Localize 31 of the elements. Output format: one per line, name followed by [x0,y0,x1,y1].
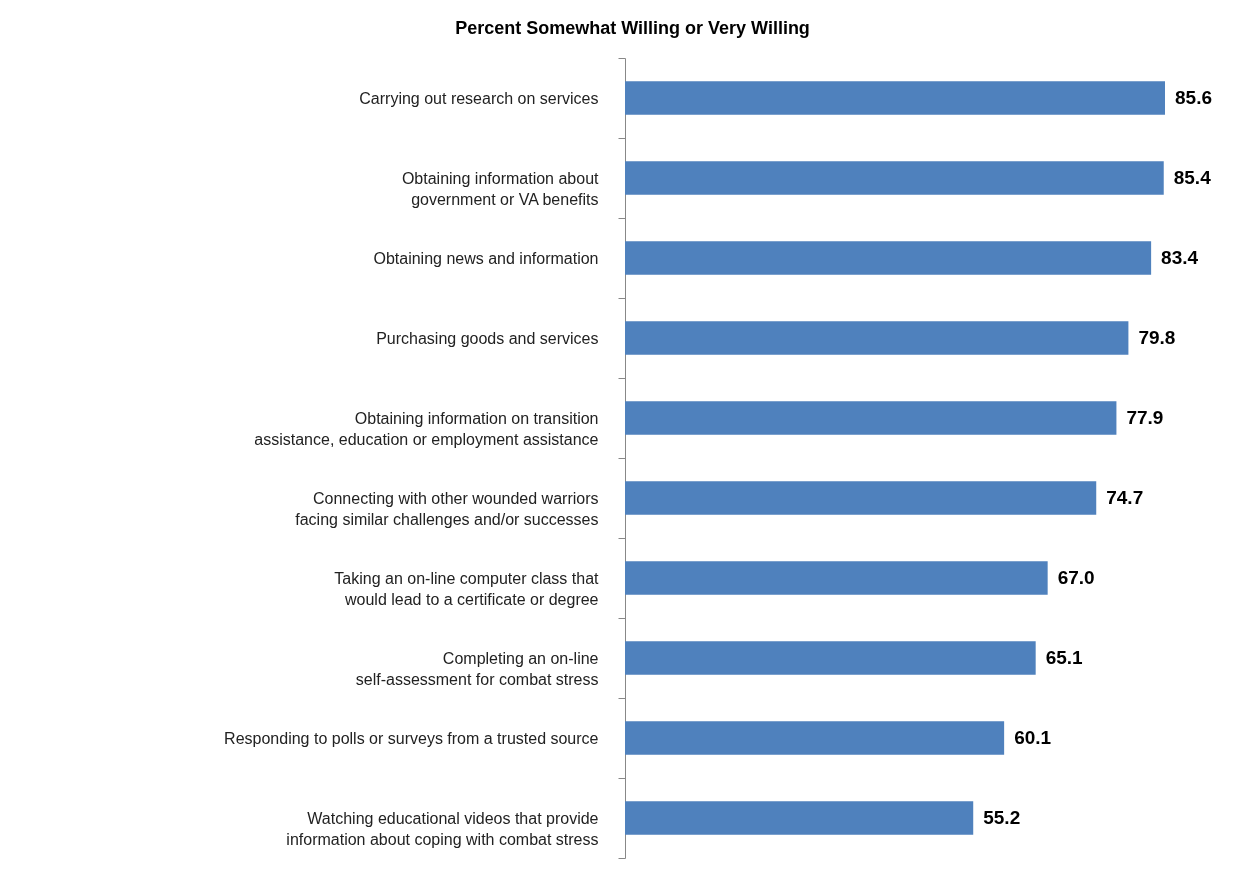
bar [625,161,1164,195]
bar [625,401,1117,435]
y-tick-label: Completing an on-line self-assessment for combat stress [355,649,599,688]
data-label: 67.0 [1057,567,1095,588]
data-label: 55.2 [983,807,1021,828]
data-label: 79.8 [1138,327,1176,348]
y-tick-label: Purchasing goods and services [376,329,599,347]
y-tick-label: Taking an on-line computer class that would lead to a certificate or degree [334,569,600,608]
bar [625,721,1005,755]
data-label: 65.1 [1045,647,1084,668]
data-label: 74.7 [1106,487,1144,508]
data-label: 85.6 [1175,87,1212,108]
bar [625,321,1129,355]
y-tick-label: Obtaining information on transition assistance, education or employment assistance [254,409,599,448]
y-tick-label: Responding to polls or surveys from a trusted source [224,729,599,747]
bar [625,561,1048,595]
data-label: 83.4 [1161,247,1199,268]
data-label: 85.4 [1173,167,1212,188]
data-label: 60.1 [1014,727,1052,748]
bar [625,81,1165,115]
y-tick-label: Watching educational videos that provide information about coping with combat stress [286,809,599,848]
data-label: 77.9 [1126,407,1164,428]
y-tick-label: Connecting with other wounded warriors facing similar challenges and/or successes [295,489,599,528]
chart-title: Percent Somewhat Willing or Very Willing [455,18,810,38]
bar [625,641,1036,675]
y-tick-label: Obtaining news and information [373,249,599,267]
y-tick-label: Carrying out research on services [359,89,599,107]
y-tick-label: Obtaining information about government or VA benefits [401,169,600,208]
bar [625,801,974,835]
bar [625,481,1097,515]
bar [625,241,1152,275]
